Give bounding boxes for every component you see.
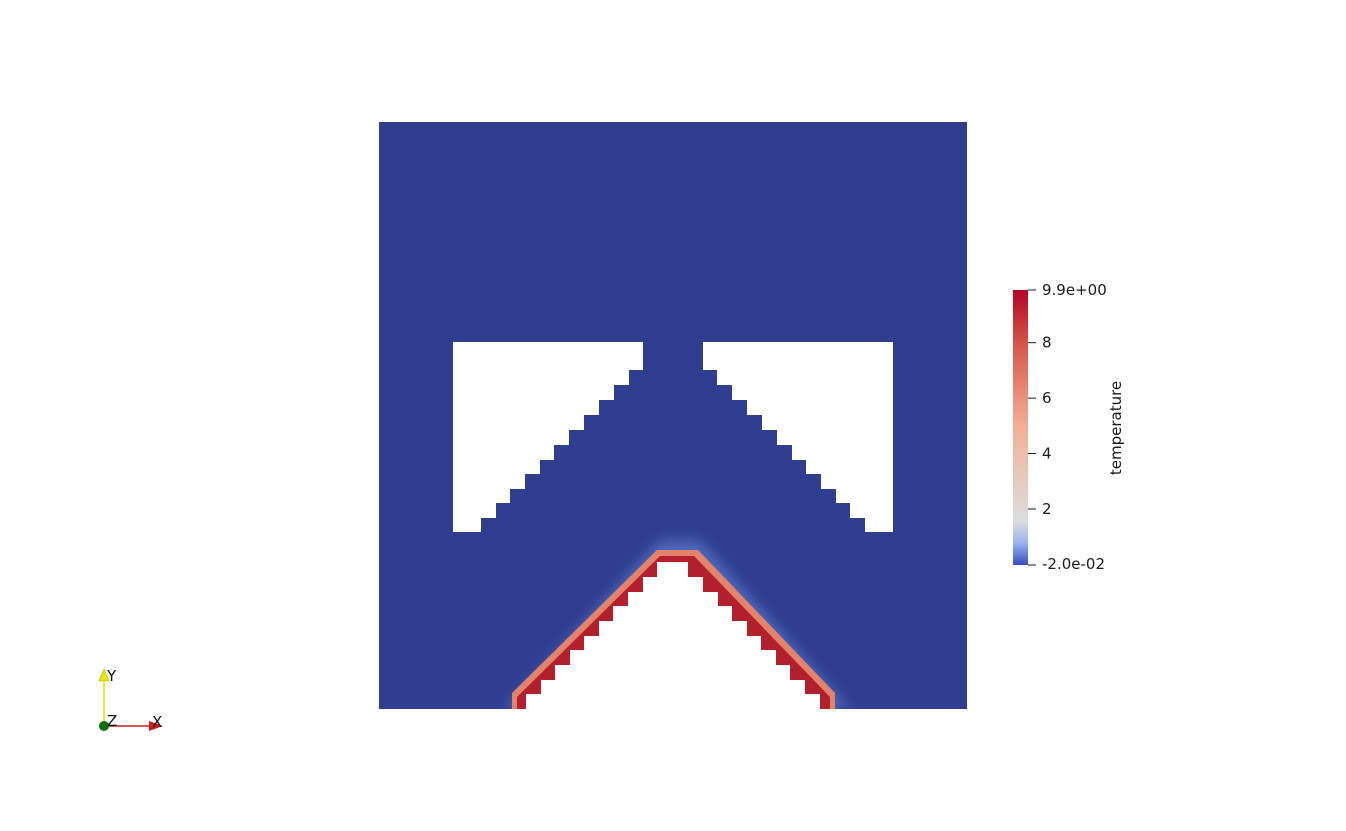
left-void — [453, 342, 643, 532]
colorbar: 9.9e+00 -2.0e-02 8 6 4 2 temperature — [1013, 281, 1125, 573]
right-void — [703, 342, 893, 532]
axis-y-label: Y — [106, 667, 117, 685]
axis-y-arrow — [98, 668, 110, 682]
colorbar-max-label: 9.9e+00 — [1042, 281, 1107, 299]
axis-z-label: Z — [107, 712, 117, 730]
orientation-axes[interactable]: Y Z X — [98, 667, 163, 731]
colorbar-gradient — [1013, 290, 1028, 565]
bottom-notch-void — [526, 562, 820, 709]
colorbar-ticks: 8 6 4 2 — [1028, 334, 1052, 518]
colorbar-tick-label: 4 — [1042, 445, 1052, 463]
axis-x-arrow — [149, 721, 163, 731]
colorbar-tick-label: 8 — [1042, 334, 1052, 352]
colorbar-tick-label: 6 — [1042, 389, 1052, 407]
colorbar-tick-label: 2 — [1042, 500, 1052, 518]
axis-z-dot — [99, 721, 109, 731]
domain-voids — [453, 342, 893, 709]
colorbar-min-label: -2.0e-02 — [1042, 555, 1105, 573]
axis-x-label: X — [152, 713, 162, 731]
colorbar-title: temperature — [1107, 381, 1125, 475]
